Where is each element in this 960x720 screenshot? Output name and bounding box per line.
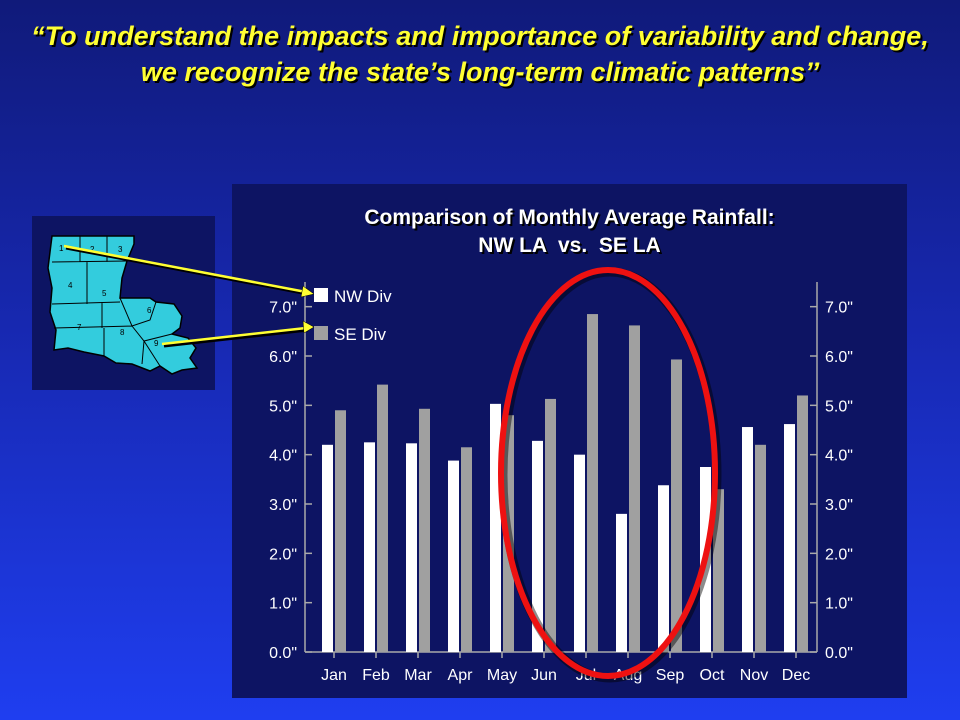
division-label-6: 6 (147, 306, 152, 315)
legend-swatch-2 (314, 326, 328, 340)
y-tick-label-left: 7.0" (269, 300, 297, 317)
y-tick-label-right: 1.0" (825, 596, 853, 613)
legend-label-2: SE Div (334, 325, 386, 344)
bar-nw-div-jun (532, 440, 543, 652)
bar-se-div-aug (629, 325, 640, 652)
division-label-1: 1 (59, 244, 64, 253)
open-quote: “ (31, 21, 45, 51)
y-tick-label-right: 7.0" (825, 300, 853, 317)
x-tick-label-oct: Oct (700, 667, 725, 684)
y-tick-label-left: 2.0" (269, 546, 297, 563)
bar-nw-div-apr (448, 460, 459, 652)
bar-nw-div-jul (574, 454, 585, 652)
chart-title: Comparison of Monthly Average Rainfall: … (232, 204, 907, 260)
y-tick-label-left: 6.0" (269, 349, 297, 366)
bar-nw-div-feb (364, 442, 375, 652)
bar-nw-div-may (490, 403, 501, 652)
x-tick-label-aug: Aug (614, 667, 642, 684)
bar-nw-div-dec (784, 424, 795, 652)
legend-label-1: NW Div (334, 287, 392, 306)
bar-nw-div-jan (322, 444, 333, 652)
y-tick-label-right: 4.0" (825, 448, 853, 465)
x-tick-label-mar: Mar (404, 667, 432, 684)
bar-nw-div-sep (658, 485, 669, 652)
y-tick-label-right: 0.0" (825, 645, 853, 662)
division-label-2: 2 (90, 245, 95, 254)
slide-title: “To understand the impacts and importanc… (30, 18, 930, 90)
bar-se-div-jul (587, 314, 598, 652)
x-tick-label-jul: Jul (576, 667, 596, 684)
x-tick-label-apr: Apr (448, 667, 474, 684)
division-label-9: 9 (154, 339, 159, 348)
division-label-4: 4 (68, 281, 73, 290)
x-tick-label-nov: Nov (740, 667, 768, 684)
bar-se-div-jun (545, 398, 556, 652)
bar-nw-div-mar (406, 443, 417, 652)
x-tick-label-sep: Sep (656, 667, 685, 684)
x-tick-label-may: May (487, 667, 517, 684)
louisiana-map-svg: 1 2 3 4 5 6 7 8 9 (47, 235, 199, 375)
x-tick-label-jan: Jan (321, 667, 347, 684)
y-tick-label-left: 0.0" (269, 645, 297, 662)
x-tick-label-feb: Feb (362, 667, 390, 684)
louisiana-divisions-map: 1 2 3 4 5 6 7 8 9 (32, 216, 215, 390)
bar-se-div-apr (461, 447, 472, 652)
bar-se-div-oct (713, 489, 724, 652)
division-label-3: 3 (118, 245, 123, 254)
chart-title-line2: NW LA vs. SE LA (478, 234, 661, 257)
rainfall-bar-chart: 0.0" 0.0" 1.0" 1.0" 2.0" 2.0" 3.0" 3.0" 4.0" 4.0"… (269, 282, 853, 684)
x-tick-label-jun: Jun (531, 667, 557, 684)
y-tick-label-left: 3.0" (269, 497, 297, 514)
bar-nw-div-oct (700, 467, 711, 652)
slide-title-text: To understand the impacts and importance… (44, 21, 929, 87)
y-tick-label-right: 6.0" (825, 349, 853, 366)
legend-swatch-1 (314, 288, 328, 302)
y-tick-label-left: 5.0" (269, 398, 297, 415)
division-label-5: 5 (102, 289, 107, 298)
bar-se-div-feb (377, 384, 388, 652)
y-tick-label-right: 2.0" (825, 546, 853, 563)
close-quote: ’’ (805, 57, 820, 87)
bar-se-div-sep (671, 359, 682, 652)
bar-se-div-may (503, 415, 514, 652)
bar-se-div-nov (755, 444, 766, 652)
division-label-8: 8 (120, 328, 125, 337)
x-tick-label-dec: Dec (782, 667, 810, 684)
chart-title-line1: Comparison of Monthly Average Rainfall: (364, 206, 775, 229)
y-tick-label-left: 4.0" (269, 448, 297, 465)
bar-se-div-jan (335, 410, 346, 652)
division-label-7: 7 (77, 323, 82, 332)
bar-se-div-mar (419, 408, 430, 652)
rainfall-chart-panel: Comparison of Monthly Average Rainfall: … (232, 184, 907, 698)
y-tick-label-right: 5.0" (825, 398, 853, 415)
bar-nw-div-aug (616, 513, 627, 652)
y-tick-label-right: 3.0" (825, 497, 853, 514)
y-tick-label-left: 1.0" (269, 596, 297, 613)
bar-se-div-dec (797, 395, 808, 652)
bar-nw-div-nov (742, 427, 753, 652)
